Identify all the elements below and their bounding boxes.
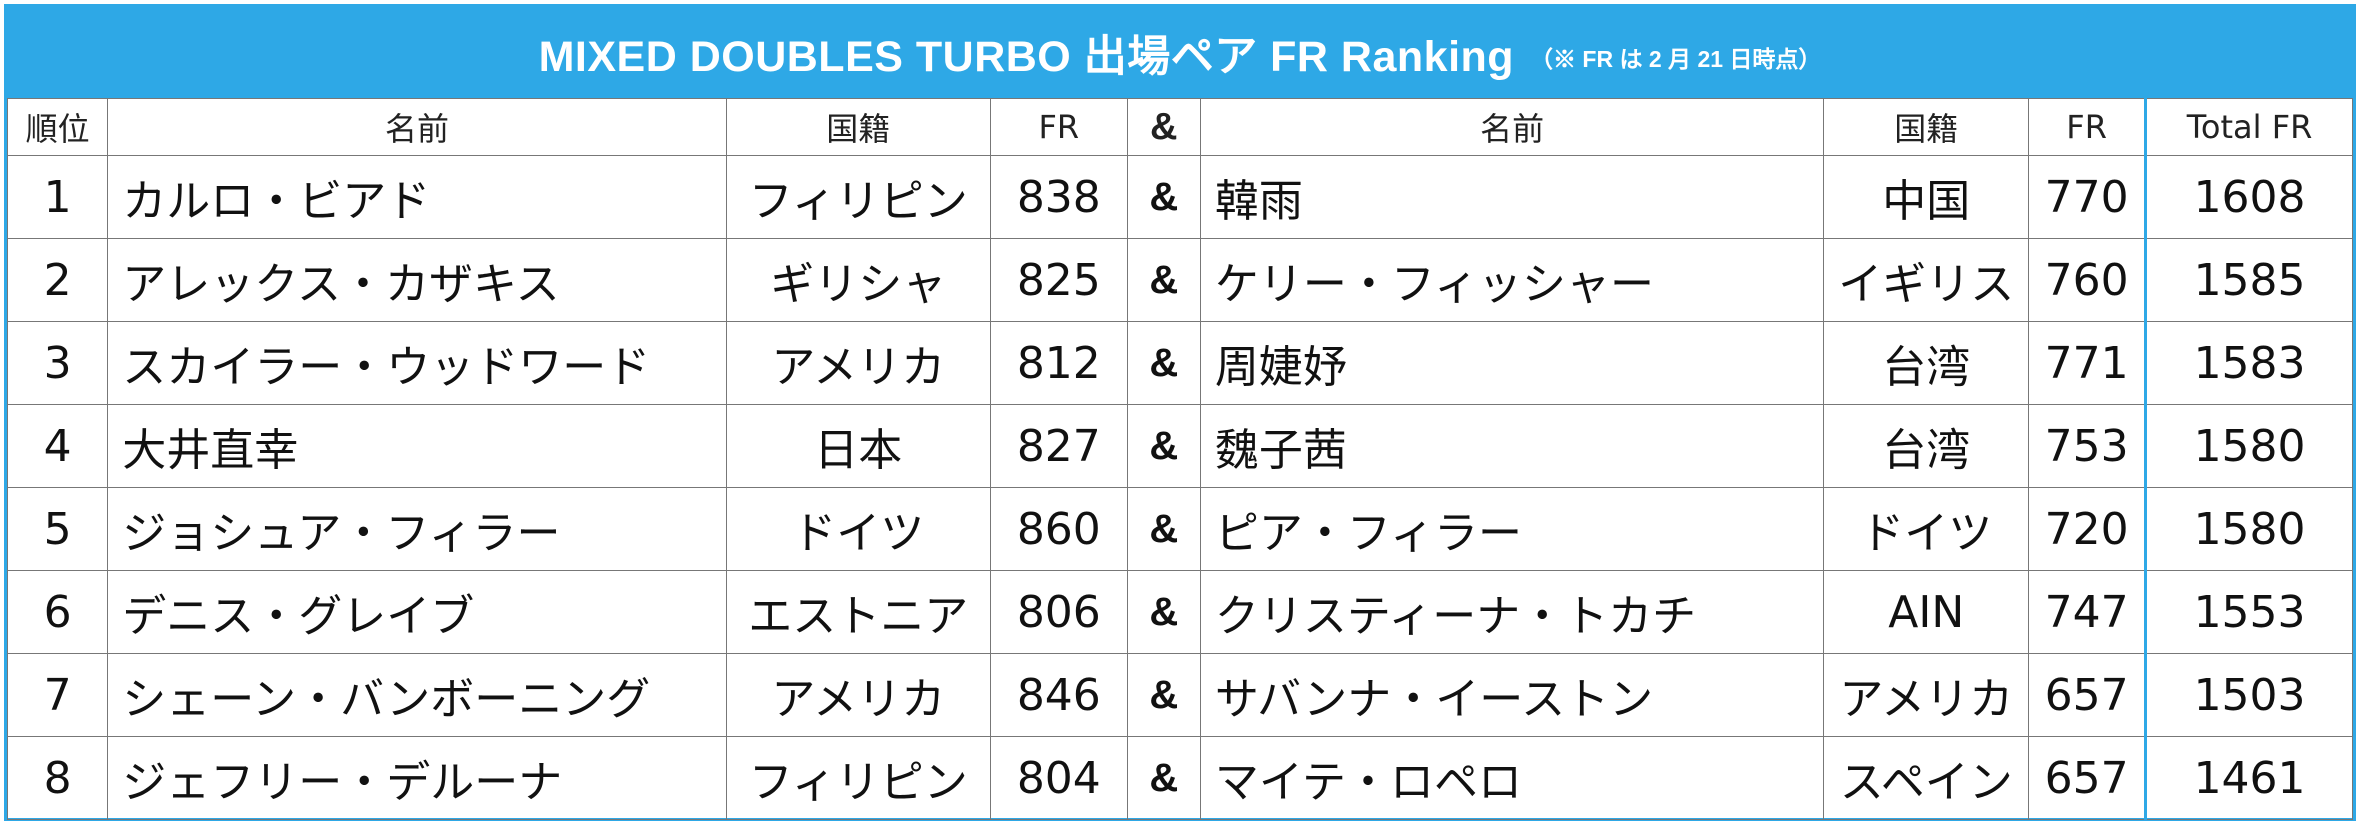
cell-country-2: スペイン — [1823, 736, 2030, 820]
cell-country-1: アメリカ — [725, 653, 991, 737]
cell-fr-2: 657 — [2028, 653, 2147, 737]
cell-fr-2: 771 — [2028, 321, 2147, 405]
table-row: 7 シェーン・バンボーニング アメリカ 846 & サバンナ・イーストン アメリカ 657 15… — [6, 653, 2353, 737]
header-total-fr: Total FR — [2144, 98, 2353, 156]
cell-rank: 4 — [6, 404, 109, 488]
page-title: MIXED DOUBLES TURBO 出場ペア FR Ranking — [538, 32, 1515, 81]
cell-name-1: シェーン・バンボーニング — [107, 653, 727, 737]
cell-country-1: ドイツ — [725, 487, 991, 571]
cell-ampersand: & — [1126, 321, 1201, 405]
cell-name-2: サバンナ・イーストン — [1199, 653, 1825, 737]
cell-name-1: ジェフリー・デルーナ — [107, 736, 727, 820]
cell-fr-2: 760 — [2028, 238, 2147, 322]
cell-ampersand: & — [1126, 155, 1201, 239]
cell-name-2: ピア・フィラー — [1199, 487, 1825, 571]
cell-name-2: ケリー・フィッシャー — [1199, 238, 1825, 322]
header-fr-2: FR — [2028, 98, 2147, 156]
table-row: 6 デニス・グレイブ エストニア 806 & クリスティーナ・トカチ AIN 747 1553 — [6, 570, 2353, 654]
cell-ampersand: & — [1126, 653, 1201, 737]
cell-country-1: エストニア — [725, 570, 991, 654]
cell-name-2: 魏子茜 — [1199, 404, 1825, 488]
table-row: 8 ジェフリー・デルーナ フィリピン 804 & マイテ・ロペロ スペイン 657 1461 — [6, 736, 2353, 820]
header-name-1: 名前 — [107, 98, 727, 156]
cell-fr-2: 770 — [2028, 155, 2147, 239]
cell-country-2: 台湾 — [1823, 404, 2030, 488]
header-fr-1: FR — [989, 98, 1128, 156]
header-name-2: 名前 — [1199, 98, 1825, 156]
cell-name-2: クリスティーナ・トカチ — [1199, 570, 1825, 654]
title-bar: MIXED DOUBLES TURBO 出場ペア FR Ranking （※ F… — [7, 7, 2353, 98]
cell-rank: 8 — [6, 736, 109, 820]
cell-name-1: スカイラー・ウッドワード — [107, 321, 727, 405]
cell-ampersand: & — [1126, 487, 1201, 571]
cell-ampersand: & — [1126, 736, 1201, 820]
cell-name-2: 周婕妤 — [1199, 321, 1825, 405]
cell-country-1: アメリカ — [725, 321, 991, 405]
cell-country-2: イギリス — [1823, 238, 2030, 322]
cell-rank: 6 — [6, 570, 109, 654]
ranking-table: 順位 名前 国籍 FR & 名前 国籍 FR Total FR 1 カルロ・ビアド… — [6, 98, 2353, 820]
cell-country-1: フィリピン — [725, 736, 991, 820]
cell-fr-1: 825 — [989, 238, 1128, 322]
cell-name-1: ジョシュア・フィラー — [107, 487, 727, 571]
header-country-2: 国籍 — [1823, 98, 2030, 156]
cell-total-fr: 1585 — [2144, 238, 2353, 322]
cell-country-1: 日本 — [725, 404, 991, 488]
cell-rank: 7 — [6, 653, 109, 737]
cell-country-2: アメリカ — [1823, 653, 2030, 737]
cell-total-fr: 1503 — [2144, 653, 2353, 737]
cell-ampersand: & — [1126, 238, 1201, 322]
cell-name-1: 大井直幸 — [107, 404, 727, 488]
table-row: 3 スカイラー・ウッドワード アメリカ 812 & 周婕妤 台湾 771 1583 — [6, 321, 2353, 405]
cell-fr-1: 812 — [989, 321, 1128, 405]
header-country-1: 国籍 — [725, 98, 991, 156]
cell-name-1: カルロ・ビアド — [107, 155, 727, 239]
cell-fr-1: 838 — [989, 155, 1128, 239]
cell-country-2: 中国 — [1823, 155, 2030, 239]
table-row: 4 大井直幸 日本 827 & 魏子茜 台湾 753 1580 — [6, 404, 2353, 488]
cell-total-fr: 1583 — [2144, 321, 2353, 405]
table-row: 5 ジョシュア・フィラー ドイツ 860 & ピア・フィラー ドイツ 720 1580 — [6, 487, 2353, 571]
cell-ampersand: & — [1126, 570, 1201, 654]
cell-fr-1: 860 — [989, 487, 1128, 571]
cell-country-1: ギリシャ — [725, 238, 991, 322]
cell-name-1: デニス・グレイブ — [107, 570, 727, 654]
cell-fr-1: 806 — [989, 570, 1128, 654]
cell-rank: 3 — [6, 321, 109, 405]
header-ampersand: & — [1126, 98, 1201, 156]
header-rank: 順位 — [6, 98, 109, 156]
cell-fr-2: 747 — [2028, 570, 2147, 654]
table-row: 2 アレックス・カザキス ギリシャ 825 & ケリー・フィッシャー イギリス 760 1585 — [6, 238, 2353, 322]
cell-rank: 2 — [6, 238, 109, 322]
cell-total-fr: 1608 — [2144, 155, 2353, 239]
cell-total-fr: 1553 — [2144, 570, 2353, 654]
cell-rank: 5 — [6, 487, 109, 571]
cell-fr-1: 827 — [989, 404, 1128, 488]
cell-total-fr: 1461 — [2144, 736, 2353, 820]
cell-fr-2: 753 — [2028, 404, 2147, 488]
cell-fr-2: 720 — [2028, 487, 2147, 571]
cell-country-1: フィリピン — [725, 155, 991, 239]
cell-name-2: マイテ・ロペロ — [1199, 736, 1825, 820]
cell-rank: 1 — [6, 155, 109, 239]
cell-total-fr: 1580 — [2144, 487, 2353, 571]
title-note: （※ FR は 2 月 21 日時点） — [1530, 45, 1822, 72]
cell-fr-2: 657 — [2028, 736, 2147, 820]
cell-country-2: ドイツ — [1823, 487, 2030, 571]
table-header-row: 順位 名前 国籍 FR & 名前 国籍 FR Total FR — [6, 98, 2353, 156]
cell-fr-1: 804 — [989, 736, 1128, 820]
cell-country-2: 台湾 — [1823, 321, 2030, 405]
cell-total-fr: 1580 — [2144, 404, 2353, 488]
table-row: 1 カルロ・ビアド フィリピン 838 & 韓雨 中国 770 1608 — [6, 155, 2353, 239]
cell-ampersand: & — [1126, 404, 1201, 488]
cell-name-2: 韓雨 — [1199, 155, 1825, 239]
ranking-panel: MIXED DOUBLES TURBO 出場ペア FR Ranking （※ F… — [4, 4, 2356, 821]
cell-country-2: AIN — [1823, 570, 2030, 654]
cell-fr-1: 846 — [989, 653, 1128, 737]
cell-name-1: アレックス・カザキス — [107, 238, 727, 322]
